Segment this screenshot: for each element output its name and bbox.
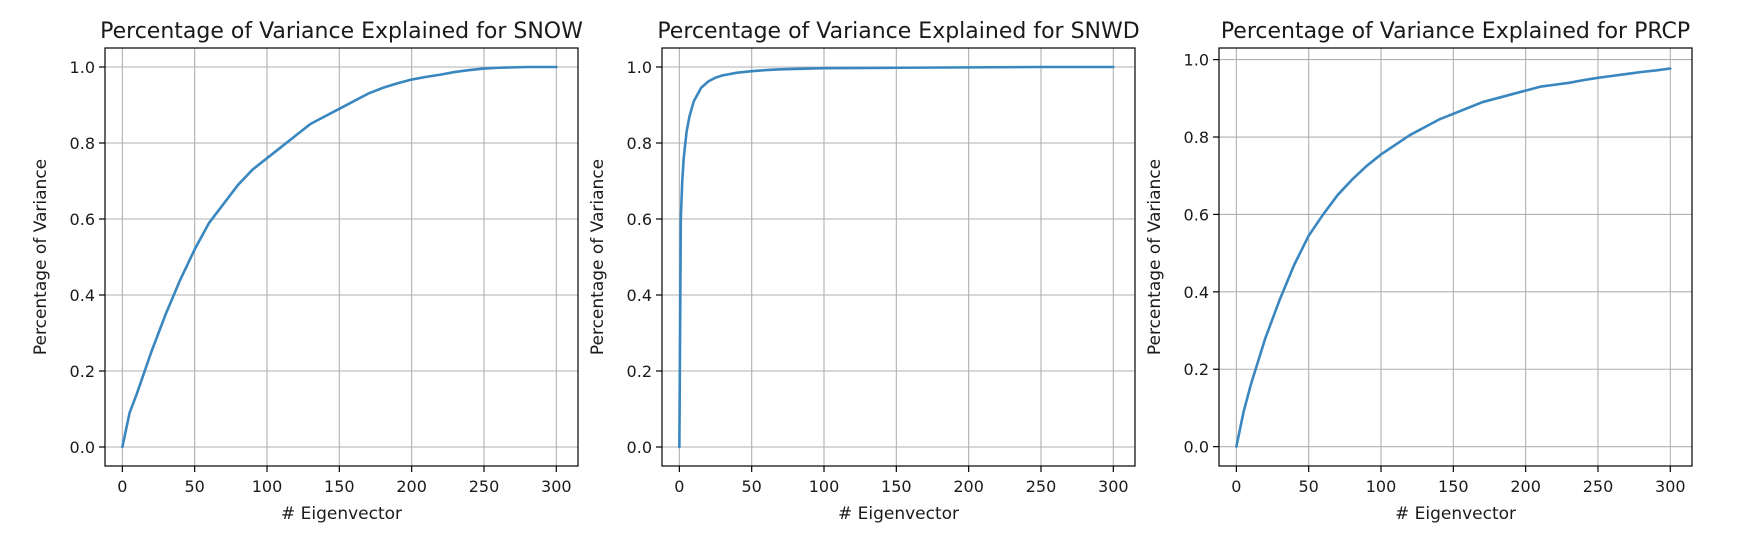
x-tick-label: 250	[1583, 477, 1614, 496]
x-axis-label: # Eigenvector	[1395, 504, 1516, 524]
subplot-3: 0 50 100 150 200 250 300 0.0 0.2 0.4 0.6 0.8 1.0 Perc…	[1145, 19, 1693, 524]
x-tick-label: 50	[185, 477, 205, 496]
series-line	[121, 65, 558, 449]
x-axis-label: # Eigenvector	[281, 504, 402, 524]
y-tick-label: 1.0	[70, 58, 95, 77]
x-tick-label: 0	[117, 477, 127, 496]
x-tick-label: 300	[1655, 477, 1686, 496]
y-tick-label: 0.2	[70, 362, 95, 381]
chart-title: Percentage of Variance Explained for SNW…	[657, 19, 1139, 44]
y-tick-label: 0.0	[1184, 438, 1209, 457]
x-axis-label: # Eigenvector	[838, 504, 959, 524]
x-tick-label: 150	[324, 477, 355, 496]
y-tick-label: 0.0	[70, 438, 95, 457]
y-axis-label: Percentage of Variance	[588, 159, 608, 355]
y-tick-label: 1.0	[1184, 51, 1209, 70]
y-tick-label: 0.4	[627, 286, 652, 305]
series-line	[1235, 67, 1672, 448]
x-tick-label: 100	[252, 477, 283, 496]
axes-frame	[104, 47, 579, 467]
y-tick-label: 0.2	[627, 362, 652, 381]
y-axis-label: Percentage of Variance	[31, 159, 51, 355]
x-tick-label: 250	[469, 477, 500, 496]
x-tick-label: 100	[1366, 477, 1397, 496]
y-tick-label: 0.6	[1184, 205, 1209, 224]
x-tick-label: 50	[1299, 477, 1319, 496]
y-tick-label: 0.6	[627, 210, 652, 229]
x-tick-label: 200	[1510, 477, 1541, 496]
subplot-1: 0 50 100 150 200 250 300 0.0 0.2 0.4 0.6 0.8 1.0 Perc…	[31, 19, 583, 524]
y-tick-label: 0.2	[1184, 360, 1209, 379]
y-tick-label: 0.8	[1184, 128, 1209, 147]
y-tick-label: 0.4	[1184, 283, 1209, 302]
series-line	[678, 65, 1115, 449]
axes-frame	[661, 47, 1136, 467]
x-tick-label: 200	[396, 477, 427, 496]
x-tick-label: 250	[1026, 477, 1057, 496]
y-tick-label: 0.8	[70, 134, 95, 153]
chart-title: Percentage of Variance Explained for PRC…	[1221, 19, 1690, 44]
y-tick-label: 0.8	[627, 134, 652, 153]
x-tick-label: 0	[674, 477, 684, 496]
x-tick-label: 150	[881, 477, 912, 496]
y-axis-label: Percentage of Variance	[1145, 159, 1165, 355]
x-tick-label: 300	[1098, 477, 1129, 496]
x-tick-label: 0	[1231, 477, 1241, 496]
x-tick-label: 50	[742, 477, 762, 496]
x-tick-label: 200	[953, 477, 984, 496]
x-tick-label: 100	[809, 477, 840, 496]
y-tick-label: 1.0	[627, 58, 652, 77]
chart-title: Percentage of Variance Explained for SNO…	[100, 19, 583, 44]
y-tick-label: 0.0	[627, 438, 652, 457]
x-tick-label: 300	[541, 477, 572, 496]
y-tick-label: 0.6	[70, 210, 95, 229]
x-tick-label: 150	[1438, 477, 1469, 496]
subplot-2: 0 50 100 150 200 250 300 0.0 0.2 0.4 0.6 0.8 1.0 Perc…	[588, 19, 1140, 524]
axes-frame	[1218, 47, 1693, 467]
y-tick-label: 0.4	[70, 286, 95, 305]
